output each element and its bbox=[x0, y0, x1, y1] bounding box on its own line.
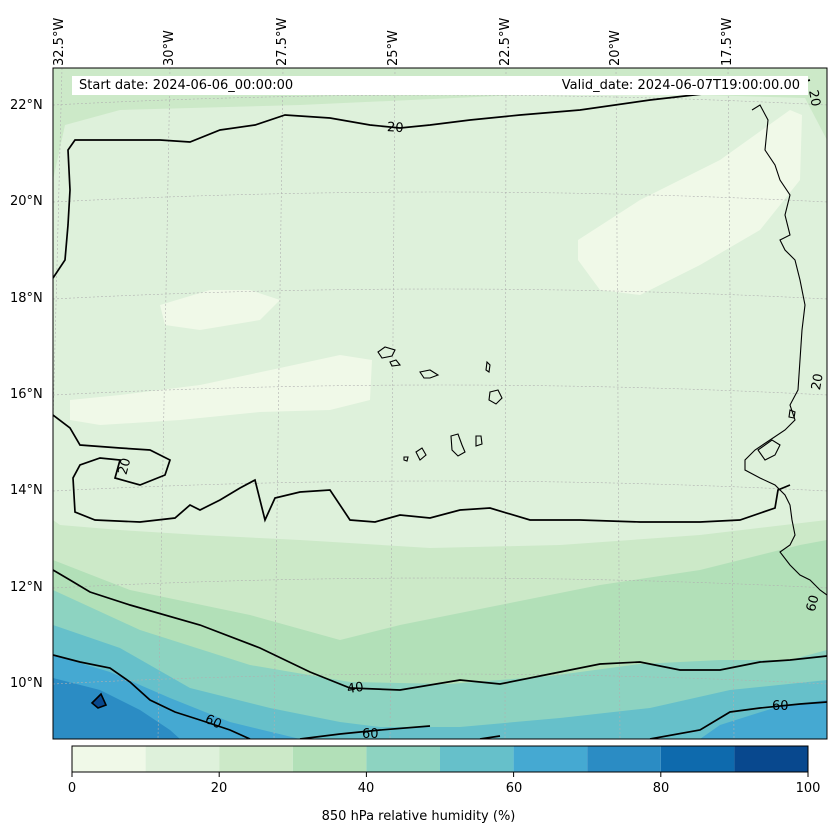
lat-label-12n: 12°N bbox=[10, 580, 43, 595]
lat-label-14n: 14°N bbox=[10, 483, 43, 498]
colorbar-tick-100: 100 bbox=[795, 781, 821, 796]
start-date-label: Start date: 2024-06-06_00:00:00 bbox=[79, 78, 294, 93]
contour-label-20-north: 20 bbox=[386, 120, 404, 136]
lat-label-10n: 10°N bbox=[10, 676, 43, 691]
colorbar-tick-80: 80 bbox=[652, 781, 670, 796]
band-0-10-mid bbox=[160, 290, 280, 330]
lat-label-16n: 16°N bbox=[10, 387, 43, 402]
lon-label-17-5w: 17.5°W bbox=[720, 17, 735, 66]
contour-label-60-coast: 60 bbox=[804, 594, 823, 614]
date-info-box bbox=[72, 76, 808, 95]
lon-label-25w: 25°W bbox=[386, 30, 401, 66]
lon-label-22-5w: 22.5°W bbox=[498, 17, 513, 66]
humidity-field bbox=[53, 68, 827, 739]
humid-cell-contour bbox=[90, 692, 108, 709]
colorbar-tick-60: 60 bbox=[505, 781, 523, 796]
contour-label-20-ne: 20 bbox=[805, 89, 823, 108]
band-0-10-east bbox=[578, 110, 802, 295]
lat-label-20n: 20°N bbox=[10, 194, 43, 209]
contour-label-40: 40 bbox=[346, 680, 364, 697]
valid-date-label: Valid_date: 2024-06-07T19:00:00.00 bbox=[561, 78, 800, 93]
map-frame bbox=[52, 67, 828, 740]
band-40-50 bbox=[53, 590, 827, 739]
contour-label-20-east: 20 bbox=[809, 372, 827, 391]
contour-label-60-east: 60 bbox=[772, 699, 789, 714]
lon-label-20w: 20°W bbox=[608, 30, 623, 66]
colorbar-tick-20: 20 bbox=[210, 781, 228, 796]
colorbar-label: 850 hPa relative humidity (%) bbox=[321, 809, 516, 824]
contour-label-20-west: 20 bbox=[116, 457, 135, 477]
band-0-10-west bbox=[70, 355, 372, 425]
colorbar-tick-0: 0 bbox=[67, 781, 77, 796]
band-70-80 bbox=[53, 678, 180, 739]
lon-label-30w: 30°W bbox=[162, 30, 177, 66]
band-60-70-east bbox=[700, 700, 827, 739]
band-50-60 bbox=[53, 625, 827, 739]
lat-label-22n: 22°N bbox=[10, 98, 43, 113]
coastlines bbox=[377, 104, 827, 596]
lon-label-27-5w: 27.5°W bbox=[275, 17, 290, 66]
colorbar bbox=[71, 745, 809, 777]
lat-label-18n: 18°N bbox=[10, 291, 43, 306]
contour-label-60-south: 60 bbox=[362, 727, 379, 742]
contour-label-60-west: 60 bbox=[202, 712, 223, 733]
lon-label-32-5w: 32.5°W bbox=[52, 17, 67, 66]
contour-lines bbox=[53, 79, 827, 739]
colorbar-tick-40: 40 bbox=[357, 781, 375, 796]
